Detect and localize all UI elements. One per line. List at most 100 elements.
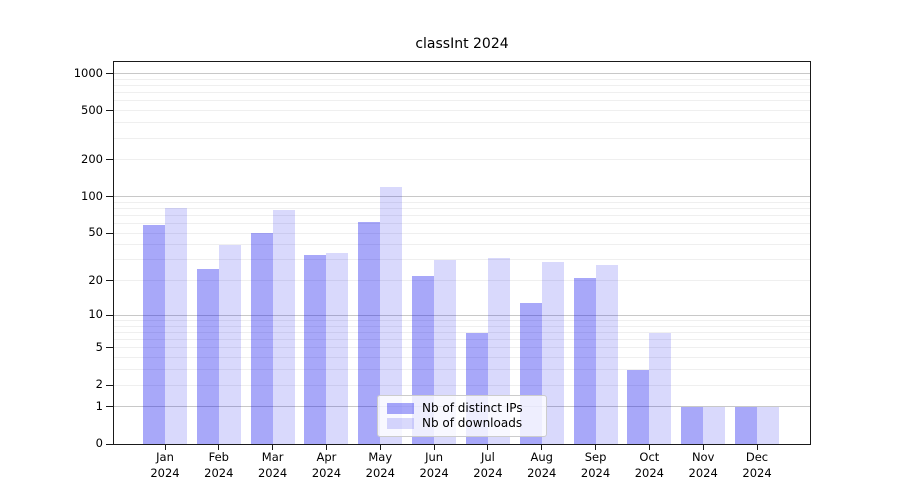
y-tick-label: 50: [88, 225, 103, 240]
x-tick-label: Aug 2024: [512, 450, 572, 481]
y-tick-mark: [106, 73, 113, 75]
legend-row-downloads: Nb of downloads: [387, 417, 537, 430]
gridline-minor: [114, 110, 810, 112]
x-tick-label: Jul 2024: [458, 450, 518, 481]
gridline-minor: [114, 259, 810, 261]
x-tick-mark: [756, 444, 758, 450]
x-label-month: Jul: [480, 450, 495, 464]
gridline-minor: [114, 369, 810, 371]
x-tick-label: Apr 2024: [296, 450, 356, 481]
y-tick-label: 100: [81, 188, 103, 203]
x-label-month: Apr: [316, 450, 337, 464]
x-label-year: 2024: [204, 465, 234, 480]
legend-row-distinct-ips: Nb of distinct IPs: [387, 402, 537, 415]
x-tick-label: Sep 2024: [566, 450, 626, 481]
x-label-month: Dec: [745, 450, 769, 464]
y-tick-mark: [106, 159, 113, 161]
y-tick-label: 5: [95, 339, 103, 354]
x-label-month: Jun: [425, 450, 444, 464]
bar-distinct-ips: [573, 278, 596, 444]
gridline-minor: [114, 320, 810, 322]
bar-downloads: [218, 244, 241, 444]
x-tick-mark: [272, 444, 274, 450]
x-tick-label: Dec 2024: [727, 450, 787, 481]
x-label-year: 2024: [634, 465, 665, 480]
gridline-minor: [114, 92, 810, 94]
x-label-year: 2024: [527, 465, 557, 480]
x-tick-mark: [487, 444, 489, 450]
bar-downloads: [380, 186, 403, 444]
y-tick-mark: [106, 280, 113, 282]
bar-downloads: [272, 209, 295, 444]
gridline-minor: [114, 357, 810, 359]
x-tick-mark: [541, 444, 543, 450]
x-tick-mark: [702, 444, 704, 450]
chart-title: classInt 2024: [415, 36, 509, 52]
y-tick-mark: [106, 384, 113, 386]
x-tick-mark: [325, 444, 327, 450]
y-tick-label: 200: [81, 151, 103, 166]
y-tick-label: 1: [95, 398, 103, 413]
x-label-year: 2024: [150, 465, 180, 480]
gridline-major: [114, 196, 810, 198]
bar-downloads: [165, 207, 187, 444]
bar-distinct-ips: [304, 254, 327, 444]
x-label-year: 2024: [688, 465, 718, 480]
gridline-major: [114, 73, 810, 75]
bar-distinct-ips: [196, 269, 219, 444]
y-tick-mark: [106, 347, 113, 349]
legend-label-downloads: Nb of downloads: [422, 416, 523, 430]
gridline-major: [114, 314, 810, 316]
x-label-year: 2024: [742, 465, 772, 480]
gridline-minor: [114, 232, 810, 234]
x-label-year: 2024: [419, 465, 449, 480]
plot-area: [113, 61, 811, 445]
gridline-minor: [114, 100, 810, 102]
x-tick-label: Jun 2024: [404, 450, 464, 481]
x-tick-mark: [595, 444, 597, 450]
x-label-month: Mar: [261, 450, 284, 464]
bar-distinct-ips: [358, 221, 381, 444]
legend: Nb of distinct IPs Nb of downloads: [377, 395, 547, 437]
gridline-minor: [114, 332, 810, 333]
y-tick-label: 500: [81, 102, 103, 117]
gridline-minor: [114, 325, 810, 327]
x-label-month: Sep: [584, 450, 607, 464]
bar-distinct-ips: [143, 225, 165, 444]
x-tick-label: Oct 2024: [619, 450, 679, 481]
x-label-year: 2024: [580, 465, 611, 480]
x-label-month: Aug: [530, 450, 553, 464]
legend-label-distinct-ips: Nb of distinct IPs: [422, 401, 523, 415]
y-tick-mark: [106, 406, 113, 408]
bar-downloads: [595, 265, 618, 444]
y-tick-label: 10: [88, 307, 103, 322]
x-label-year: 2024: [365, 465, 395, 480]
x-tick-mark: [648, 444, 650, 450]
y-tick-mark: [106, 196, 113, 198]
gridline-minor: [114, 214, 810, 216]
y-tick-mark: [106, 110, 113, 112]
gridline-minor: [114, 78, 810, 80]
bar-distinct-ips: [681, 406, 704, 444]
x-tick-mark: [218, 444, 220, 450]
x-tick-mark: [164, 444, 166, 450]
y-tick-mark: [106, 443, 113, 445]
gridline-minor: [114, 122, 810, 124]
legend-swatch-downloads: [387, 418, 414, 429]
bar-downloads: [326, 253, 349, 444]
bar-distinct-ips: [735, 406, 758, 444]
x-tick-label: Mar 2024: [243, 450, 303, 481]
y-tick-mark: [106, 232, 113, 234]
gridline-minor: [114, 201, 810, 203]
gridline-minor: [114, 347, 810, 349]
y-tick-label: 20: [88, 272, 103, 287]
x-tick-label: Nov 2024: [673, 450, 733, 481]
gridline-minor: [114, 159, 810, 161]
y-tick-label: 1000: [73, 65, 103, 80]
x-label-year: 2024: [311, 465, 342, 480]
x-tick-mark: [379, 444, 381, 450]
gridline-minor: [114, 244, 810, 246]
gridline-minor: [114, 207, 810, 209]
x-tick-label: Jan 2024: [135, 450, 195, 481]
gridline-minor: [114, 85, 810, 87]
